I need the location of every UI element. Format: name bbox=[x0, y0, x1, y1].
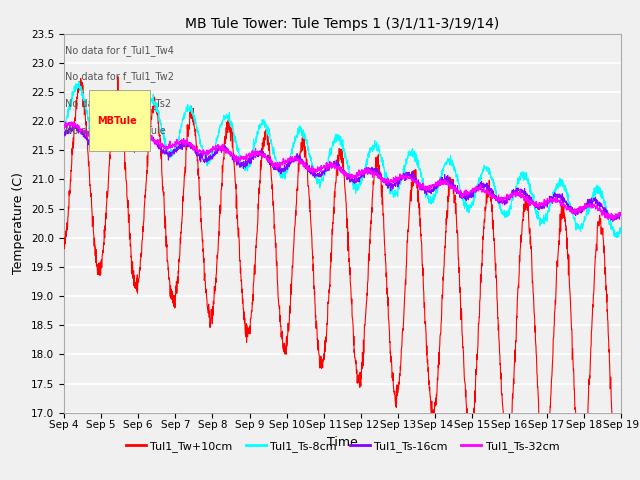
FancyBboxPatch shape bbox=[89, 90, 150, 151]
Legend: Tul1_Tw+10cm, Tul1_Ts-8cm, Tul1_Ts-16cm, Tul1_Ts-32cm: Tul1_Tw+10cm, Tul1_Ts-8cm, Tul1_Ts-16cm,… bbox=[121, 437, 564, 456]
Text: No data for f_Tul1_Tw4: No data for f_Tul1_Tw4 bbox=[65, 45, 173, 56]
Text: No data for f_Tul1_Tw2: No data for f_Tul1_Tw2 bbox=[65, 72, 173, 83]
Text: MBTule: MBTule bbox=[97, 116, 137, 126]
X-axis label: Time: Time bbox=[327, 436, 358, 449]
Text: No data for f_Tul1_Ts2: No data for f_Tul1_Ts2 bbox=[65, 98, 171, 109]
Y-axis label: Temperature (C): Temperature (C) bbox=[12, 172, 26, 274]
Title: MB Tule Tower: Tule Temps 1 (3/1/11-3/19/14): MB Tule Tower: Tule Temps 1 (3/1/11-3/19… bbox=[185, 17, 500, 31]
Text: No data for f_MBTule: No data for f_MBTule bbox=[65, 125, 165, 135]
